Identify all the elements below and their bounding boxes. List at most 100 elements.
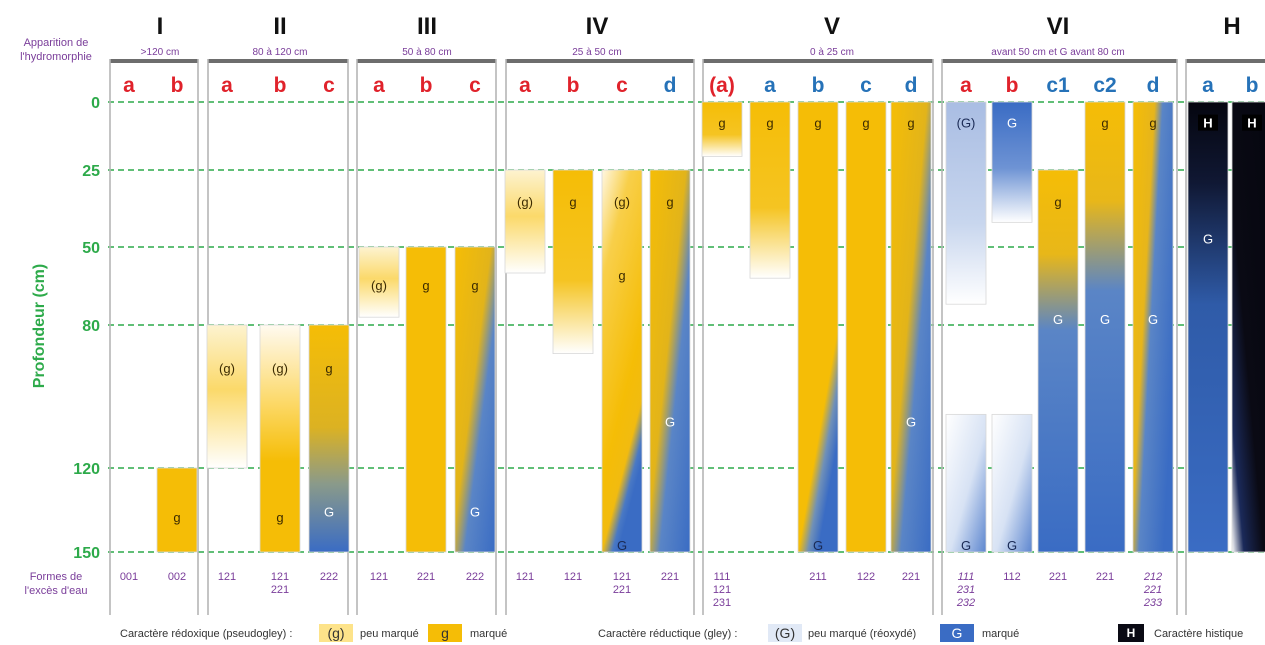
group-range-IV: 25 à 50 cm bbox=[572, 47, 621, 58]
profile-bar-2-0 bbox=[207, 325, 247, 468]
forme-code-1-0: 002 bbox=[168, 571, 186, 583]
y-axis-label: Profondeur (cm) bbox=[31, 264, 48, 388]
group-range-V: 0 à 25 cm bbox=[810, 47, 854, 58]
column-label-7: c bbox=[469, 74, 481, 97]
profile-bar-21-0 bbox=[1133, 102, 1173, 552]
profile-mark-20-0-0: g bbox=[1101, 116, 1108, 131]
column-label-13: a bbox=[764, 74, 776, 97]
group-bar-V bbox=[703, 59, 933, 63]
legend-histic-swatch: H bbox=[1118, 624, 1144, 642]
profile-bar-11-0 bbox=[650, 170, 690, 552]
forme-code-6-0: 221 bbox=[417, 571, 435, 583]
profile-bar-17-0 bbox=[946, 102, 986, 304]
depth-tick-150: 150 bbox=[73, 545, 100, 562]
forme-code-9-0: 121 bbox=[564, 571, 582, 583]
group-numeral-II: II bbox=[273, 13, 286, 40]
column-label-0: a bbox=[123, 74, 135, 97]
column-label-10: c bbox=[616, 74, 628, 97]
forme-code-4-0: 222 bbox=[320, 571, 338, 583]
profile-mark-2-0-0: (g) bbox=[219, 361, 235, 376]
group-numeral-H: H bbox=[1223, 13, 1240, 40]
profile-mark-7-0-1: G bbox=[470, 504, 480, 519]
forme-code-21-2: 233 bbox=[1143, 597, 1163, 609]
column-label-2: a bbox=[221, 74, 233, 97]
profile-bar-20-0 bbox=[1085, 102, 1125, 552]
column-label-4: c bbox=[323, 74, 335, 97]
profile-mark-9-0-0: g bbox=[569, 195, 576, 210]
group-bar-I bbox=[110, 59, 198, 63]
forme-code-10-0: 121 bbox=[613, 571, 631, 583]
group-bar-II bbox=[208, 59, 348, 63]
column-label-9: b bbox=[567, 74, 580, 97]
profile-mark-22-0-0: H bbox=[1203, 116, 1212, 131]
formes-label-line1: Formes de bbox=[30, 571, 83, 583]
profile-mark-22-0-1: G bbox=[1203, 232, 1213, 247]
forme-code-17-0: 111 bbox=[958, 571, 975, 583]
profile-mark-7-0-0: g bbox=[471, 278, 478, 293]
column-label-8: a bbox=[519, 74, 531, 97]
depth-tick-0: 0 bbox=[91, 95, 100, 112]
profile-mark-11-0-0: g bbox=[666, 195, 673, 210]
forme-code-18-0: 112 bbox=[1003, 571, 1021, 583]
depth-tick-120: 120 bbox=[73, 461, 100, 478]
group-bar-VI bbox=[942, 59, 1177, 63]
legend-redox-weak-text: peu marqué bbox=[360, 628, 419, 640]
legend-redox-strong-text: marqué bbox=[470, 628, 507, 640]
legend-redox-weak-swatch: (g) bbox=[319, 624, 353, 642]
profile-mark-17-0-0: (G) bbox=[957, 116, 976, 131]
forme-code-17-2: 232 bbox=[956, 597, 975, 609]
depth-tick-80: 80 bbox=[82, 318, 100, 335]
forme-code-0-0: 001 bbox=[120, 571, 138, 583]
legend-reduc-label: Caractère réductique (gley) : bbox=[598, 628, 737, 640]
profile-bar-17-1 bbox=[946, 414, 986, 552]
profile-bar-10-0 bbox=[602, 170, 642, 552]
legend-redox-strong-swatch: g bbox=[428, 624, 462, 642]
forme-code-19-0: 221 bbox=[1049, 571, 1067, 583]
forme-code-3-0: 121 bbox=[271, 571, 289, 583]
column-label-3: b bbox=[274, 74, 287, 97]
profile-bar-14-0 bbox=[798, 102, 838, 552]
profile-mark-14-0-0: g bbox=[814, 116, 821, 131]
profile-mark-3-0-0: (g) bbox=[272, 361, 288, 376]
column-label-12: (a) bbox=[709, 74, 735, 97]
group-bar-III bbox=[357, 59, 496, 63]
forme-code-20-0: 221 bbox=[1096, 571, 1114, 583]
profile-bar-18-1 bbox=[992, 414, 1032, 552]
profile-bar-15-0 bbox=[846, 102, 886, 552]
formes-label-line2: l'excès d'eau bbox=[25, 585, 88, 597]
group-numeral-VI: VI bbox=[1047, 13, 1070, 40]
column-label-17: a bbox=[960, 74, 972, 97]
column-label-22: a bbox=[1202, 74, 1214, 97]
depth-tick-25: 25 bbox=[82, 163, 100, 180]
profile-mark-8-0-0: (g) bbox=[517, 195, 533, 210]
group-numeral-IV: IV bbox=[586, 13, 609, 40]
forme-code-12-1: 121 bbox=[713, 584, 731, 596]
column-label-1: b bbox=[171, 74, 184, 97]
legend-reduc-strong-text: marqué bbox=[982, 628, 1019, 640]
group-numeral-I: I bbox=[157, 13, 164, 40]
group-numeral-III: III bbox=[417, 13, 437, 40]
apparition-label-line2: l'hydromorphie bbox=[20, 51, 92, 63]
forme-code-15-0: 122 bbox=[857, 571, 875, 583]
profile-mark-10-0-1: g bbox=[618, 268, 625, 283]
forme-code-12-0: 111 bbox=[714, 571, 731, 583]
profile-mark-19-0-0: g bbox=[1054, 195, 1061, 210]
forme-code-21-0: 212 bbox=[1143, 571, 1162, 583]
apparition-label-line1: Apparition de bbox=[24, 37, 89, 49]
profile-mark-15-0-0: g bbox=[862, 116, 869, 131]
group-range-I: >120 cm bbox=[141, 47, 180, 58]
profile-mark-18-1-0: G bbox=[1007, 538, 1017, 553]
group-range-III: 50 à 80 cm bbox=[402, 47, 451, 58]
group-range-II: 80 à 120 cm bbox=[252, 47, 307, 58]
profile-mark-4-0-1: G bbox=[324, 504, 334, 519]
profile-mark-10-0-0: (g) bbox=[614, 195, 630, 210]
forme-code-2-0: 121 bbox=[218, 571, 236, 583]
profile-mark-11-0-1: G bbox=[665, 414, 675, 429]
forme-code-16-0: 221 bbox=[902, 571, 920, 583]
legend: Caractère rédoxique (pseudogley) : (g) p… bbox=[0, 622, 1265, 645]
profile-mark-4-0-0: g bbox=[325, 361, 332, 376]
column-label-11: d bbox=[664, 74, 677, 97]
column-label-14: b bbox=[812, 74, 825, 97]
profile-mark-21-0-0: g bbox=[1149, 116, 1156, 131]
